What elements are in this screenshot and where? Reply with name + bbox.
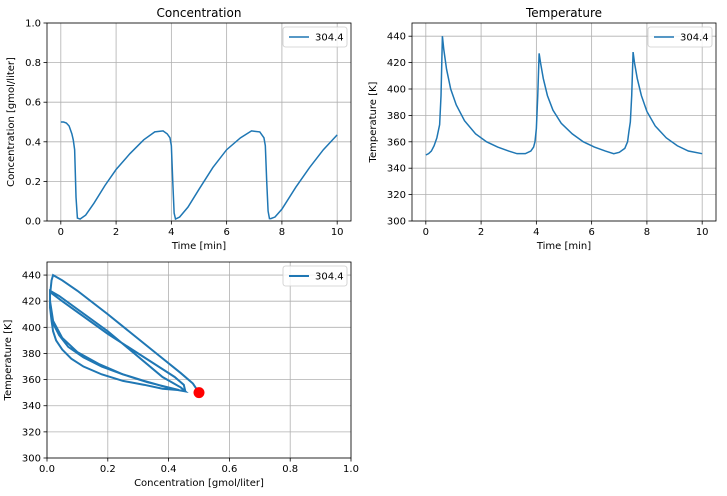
y-tick-label: 340 (22, 401, 41, 412)
x-tick-label: 4 (533, 227, 539, 238)
y-tick-label: 1.0 (25, 19, 41, 30)
x-tick-label: 0.6 (221, 464, 237, 475)
x-tick-label: 8 (279, 227, 285, 238)
legend: 304.4 (282, 26, 348, 48)
chart-title: Temperature (525, 6, 602, 20)
x-tick-label: 8 (644, 227, 650, 238)
y-axis-label: Temperature [K] (3, 319, 14, 401)
y-tick-label: 320 (387, 190, 406, 201)
x-tick-label: 0.4 (161, 464, 177, 475)
series-line-1 (49, 273, 200, 394)
legend: 304.4 (647, 26, 713, 48)
initial-point-marker (193, 387, 205, 399)
y-tick-label: 420 (22, 297, 41, 308)
series-line-1 (425, 36, 703, 156)
y-tick-label: 0.2 (25, 177, 41, 188)
y-tick-label: 300 (22, 454, 41, 465)
legend-box (647, 26, 713, 48)
plot-frame (46, 22, 352, 222)
y-tick-label: 400 (22, 323, 41, 334)
series-line-1 (60, 121, 338, 221)
y-axis-label: Temperature [K] (368, 81, 379, 163)
x-tick-label: 10 (696, 227, 709, 238)
legend-label: 304.4 (315, 272, 344, 283)
legend-box (282, 265, 348, 287)
legend-label: 304.4 (680, 33, 709, 44)
legend-label: 304.4 (315, 33, 344, 44)
legend-box (282, 26, 348, 48)
y-tick-label: 440 (387, 32, 406, 43)
x-tick-label: 0 (423, 227, 429, 238)
y-tick-label: 380 (22, 349, 41, 360)
x-tick-label: 6 (223, 227, 229, 238)
x-axis-label: Concentration [gmol/liter] (134, 478, 264, 489)
y-tick-label: 360 (387, 137, 406, 148)
y-tick-label: 340 (387, 164, 406, 175)
x-tick-label: 2 (113, 227, 119, 238)
y-tick-label: 320 (22, 427, 41, 438)
x-tick-label: 0.0 (39, 464, 55, 475)
plot-frame (411, 22, 717, 222)
x-tick-label: 10 (331, 227, 344, 238)
x-tick-label: 0.8 (282, 464, 298, 475)
y-tick-label: 0.6 (25, 98, 41, 109)
plot-frame (46, 261, 352, 459)
x-axis-label: Time [min] (536, 241, 591, 252)
x-tick-label: 6 (588, 227, 594, 238)
y-tick-label: 400 (387, 85, 406, 96)
x-tick-label: 1.0 (343, 464, 359, 475)
y-tick-label: 0.8 (25, 58, 41, 69)
y-axis-label: Concentration [gmol/liter] (6, 57, 17, 187)
chart-3: 0.0 0.2 0.4 0.6 0.8 1.0 300 320 340 360 380 400 420 4… (3, 261, 359, 489)
legend: 304.4 (282, 265, 348, 287)
y-tick-label: 300 (387, 217, 406, 228)
chart-2: 0 2 4 6 8 10 300 320 340 360 380 400 420 440 Temperatu… (368, 6, 717, 252)
x-tick-label: 2 (478, 227, 484, 238)
y-tick-label: 0.0 (25, 217, 41, 228)
y-tick-label: 420 (387, 58, 406, 69)
y-tick-label: 440 (22, 271, 41, 282)
x-tick-label: 0 (58, 227, 64, 238)
chart-title: Concentration (157, 6, 242, 20)
y-tick-label: 360 (22, 375, 41, 386)
y-tick-label: 380 (387, 111, 406, 122)
chart-1: 0 2 4 6 8 10 0.0 0.2 0.4 0.6 0.8 1.0 Concentration Ti… (6, 6, 352, 252)
x-tick-label: 0.2 (100, 464, 116, 475)
x-tick-label: 4 (168, 227, 174, 238)
x-axis-label: Time [min] (171, 241, 226, 252)
y-tick-label: 0.4 (25, 137, 41, 148)
